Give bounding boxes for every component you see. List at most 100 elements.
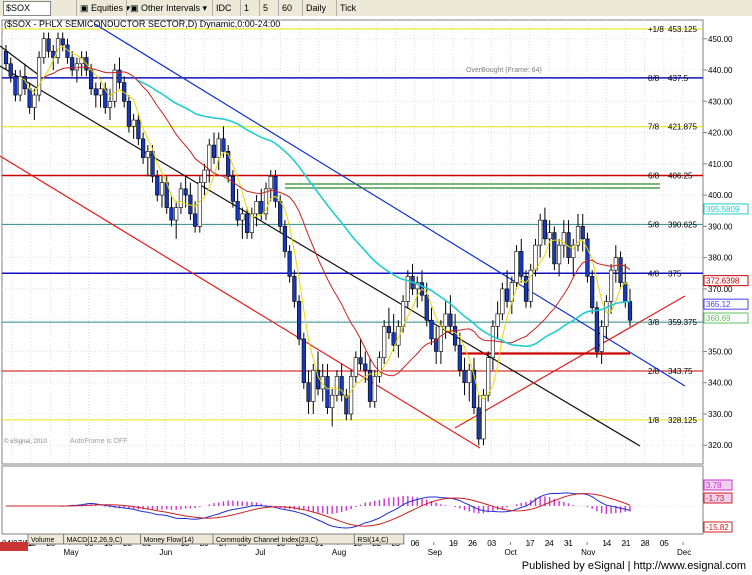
candle-body [169,207,174,221]
toolbar: $SOX ▣ Equities ▾ ▣ Other Intervals ▾ ID… [0,0,752,17]
candle-body [126,100,132,127]
candle-body [519,251,524,277]
candle-body [88,69,94,90]
y-tick-label: 400.00 [708,191,733,200]
candle-body [278,201,283,227]
candle-body [155,176,160,196]
x-month-label: Oct [504,548,517,557]
x-month-label: Aug [332,548,346,557]
murrey-level-value: 375 [668,269,682,278]
candle-body [514,251,519,283]
candle-body [221,138,226,152]
candle-body [306,382,311,402]
candle-body [93,88,98,96]
macd-value-label: 3.78 [706,481,722,490]
price-label: 365.12 [706,300,731,309]
trend-line [0,155,481,449]
candle-body [287,251,292,277]
candle-body [500,288,505,315]
candle-body [495,313,500,327]
candle-body [18,75,23,96]
candle-body [192,213,198,227]
murrey-level-label: 8/8 [648,74,660,83]
candle-body [457,344,462,371]
candle-body [438,326,444,352]
indicator-tab-label: Commodity Channel Index(23,C) [216,537,318,544]
candle-body [263,188,269,215]
murrey-level-value: 453.125 [668,25,697,34]
interval-5-button[interactable]: 5 [259,0,268,16]
price-label-box [703,203,749,215]
price-label: 395.5809 [706,205,740,214]
x-month-label: Sep [428,548,443,557]
equities-menu[interactable]: ▣ Equities ▾ [76,0,130,16]
x-month-label: May [64,548,79,557]
interval-1-button[interactable]: 1 [240,0,249,16]
x-tick-label: 24 [545,539,554,548]
symbol-input[interactable]: $SOX [3,1,51,16]
interval-tick-button[interactable]: Tick [336,0,356,16]
candle-body [136,119,141,140]
candle-body [533,244,538,271]
candle-body [443,313,448,327]
y-tick-label: 390.00 [708,222,733,231]
candle-body [211,144,217,158]
candle-body [282,226,288,252]
candle-body [429,319,434,340]
price-chart: ($SOX - PHLX SEMICONDUCTOR SECTOR,D) Dyn… [0,16,752,558]
murrey-level-label: 6/8 [648,172,660,181]
candle-body [490,326,496,358]
candle-body [608,269,614,302]
price-label: 372.6398 [706,277,740,286]
x-tick-label: 28 [641,539,650,548]
candle-body [618,257,623,283]
murrey-level-label: 5/8 [648,220,660,229]
candle-body [571,244,576,258]
chart-title: ($SOX - PHLX SEMICONDUCTOR SECTOR,D) Dyn… [4,19,280,29]
candle-body [613,257,618,271]
candle-body [292,276,297,302]
other-intervals-menu[interactable]: ▣ Other Intervals ▾ [126,0,207,16]
interval-daily-button[interactable]: Daily [302,0,326,16]
candle-body [486,357,491,396]
candle-body [348,376,354,415]
candle-body [471,369,477,409]
candle-body [452,326,458,346]
candle-body [311,369,316,402]
candle-body [325,376,330,409]
interval-idc-button[interactable]: IDC [212,0,232,16]
candle-body [112,69,117,102]
moving-average-line [43,66,631,377]
candle-body [98,88,103,96]
annotation: © eSignal, 2010 [4,438,47,445]
candle-body [538,219,543,246]
candle-body [481,394,486,440]
candle-body [46,38,51,52]
candle-body [159,182,165,196]
candle-body [590,276,595,308]
x-tick-label: 31 [564,539,573,548]
candle-body [183,188,188,196]
candle-body [372,376,377,402]
publisher-credit: Published by eSignal | http://www.esigna… [521,560,746,572]
candle-body [178,188,184,208]
indicator-tab[interactable] [353,533,405,545]
x-tick-label: 06 [411,539,420,548]
candle-body [60,38,65,46]
candle-body [202,169,207,183]
candle-body [320,376,325,390]
candle-body [547,232,552,240]
candle-body [561,232,566,246]
date-highlight [0,542,28,551]
x-tick-label: 17 [526,539,535,548]
candle-body [405,276,410,302]
interval-60-button[interactable]: 60 [278,0,292,16]
price-label: 360.69 [706,314,731,323]
candle-body [585,238,590,277]
y-tick-label: 350.00 [708,347,733,356]
macd-value-label: -15.82 [706,523,729,532]
candle-body [230,176,236,202]
y-tick-label: 320.00 [708,441,733,450]
candle-body [107,100,113,108]
y-tick-label: 440.00 [708,66,733,75]
